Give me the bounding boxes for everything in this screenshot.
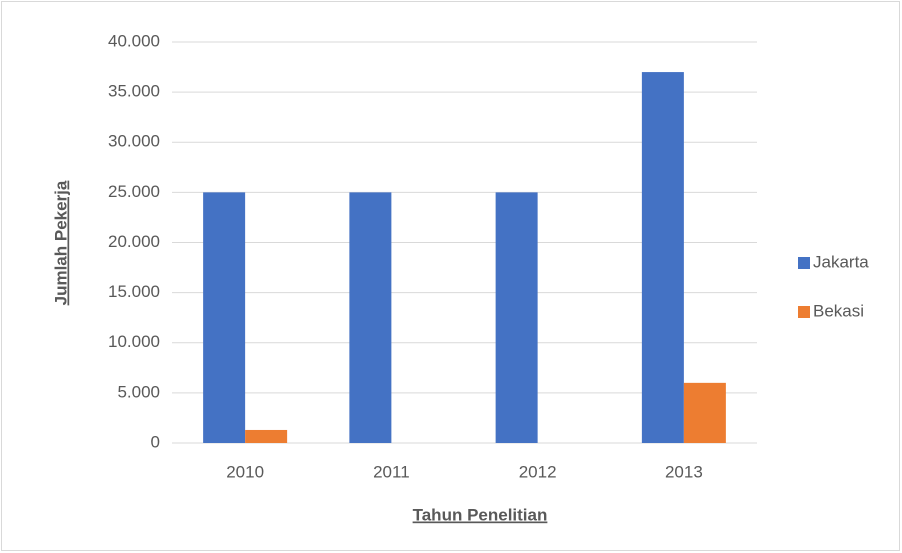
- bar: [203, 192, 246, 443]
- x-tick-label: 2013: [665, 462, 703, 481]
- y-tick-label: 5.000: [117, 382, 160, 401]
- y-tick-label: 10.000: [108, 332, 160, 351]
- y-tick-label: 0: [151, 432, 160, 451]
- y-tick-label: 25.000: [108, 182, 160, 201]
- y-axis-title: Jumlah Pekerja: [51, 180, 70, 305]
- bar: [245, 429, 288, 443]
- legend-swatch: [798, 306, 810, 318]
- x-tick-label: 2011: [373, 462, 410, 481]
- legend-label: Jakarta: [813, 252, 869, 271]
- bar: [349, 192, 392, 443]
- bar: [683, 382, 726, 443]
- y-tick-label: 20.000: [108, 232, 160, 251]
- bar: [495, 192, 538, 443]
- bar: [641, 72, 684, 443]
- legend-swatch: [798, 257, 810, 269]
- x-tick-label: 2012: [519, 462, 557, 481]
- y-tick-label: 30.000: [108, 132, 160, 151]
- legend-label: Bekasi: [813, 301, 864, 320]
- y-tick-label: 15.000: [108, 282, 160, 301]
- x-axis-title: Tahun Penelitian: [413, 505, 548, 524]
- x-tick-label: 2010: [226, 462, 264, 481]
- y-tick-label: 35.000: [108, 82, 160, 101]
- y-tick-label: 40.000: [108, 31, 160, 50]
